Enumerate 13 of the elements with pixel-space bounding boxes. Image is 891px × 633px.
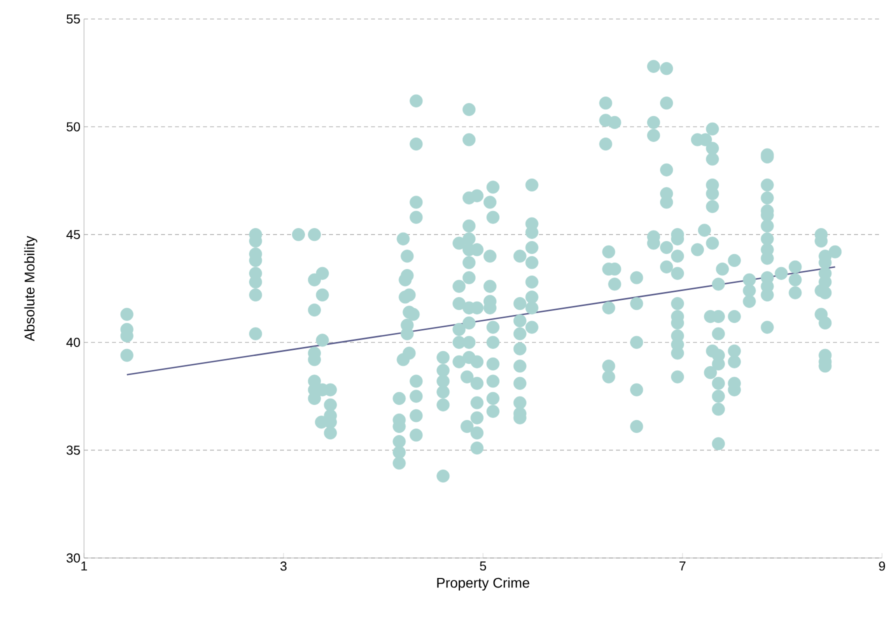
y-tick-label: 55 (66, 14, 80, 24)
y-axis-title: Absolute Mobility (24, 236, 38, 342)
y-tick-label: 40 (66, 338, 80, 347)
y-tick-label: 30 (66, 553, 80, 563)
x-tick-label: 1 (81, 562, 87, 570)
y-tick-label: 50 (66, 122, 80, 132)
y-tick-label: 35 (66, 446, 80, 455)
x-axis-title: Property Crime (437, 578, 530, 591)
y-tick-label: 45 (66, 230, 80, 240)
x-tick-label: 5 (480, 562, 486, 571)
x-tick-label: 7 (680, 562, 686, 570)
x-tick-label: 9 (879, 562, 885, 571)
x-tick-label: 3 (280, 562, 287, 571)
